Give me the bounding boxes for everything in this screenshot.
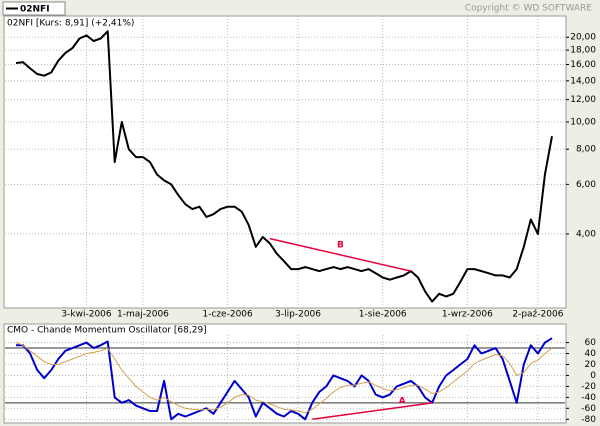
x-tick-label: 1-sie-2006 bbox=[359, 310, 407, 320]
y-tick-label: 0 bbox=[590, 371, 596, 381]
y-tick-label: 8,00 bbox=[576, 145, 596, 155]
y-tick-label: 14,00 bbox=[570, 76, 596, 86]
y-tick-label: 4,00 bbox=[576, 229, 596, 239]
cmo-title: CMO - Chande Momentum Oscillator [68,29] bbox=[7, 326, 207, 336]
y-tick-label: 6,00 bbox=[576, 180, 596, 190]
x-tick-label: 2-paź-2006 bbox=[512, 310, 563, 320]
annotation-label: B bbox=[337, 240, 344, 250]
trend-line bbox=[269, 237, 412, 272]
y-tick-label: 16,00 bbox=[570, 60, 596, 70]
y-tick-label: -20 bbox=[581, 382, 596, 392]
series-line bbox=[15, 30, 553, 303]
y-tick-label: -60 bbox=[581, 404, 596, 414]
annotation-label: A bbox=[399, 397, 406, 407]
price-panel bbox=[3, 15, 567, 309]
y-tick-label: 20 bbox=[585, 360, 597, 370]
y-tick-label: 18,00 bbox=[570, 46, 596, 56]
x-tick-label: 3-lip-2006 bbox=[275, 310, 321, 320]
y-tick-label: 60 bbox=[585, 338, 597, 348]
legend-label: 02NFI bbox=[20, 5, 50, 15]
x-tick-label: 1-wrz-2006 bbox=[442, 310, 493, 320]
trend-line bbox=[312, 402, 433, 421]
series-line bbox=[15, 342, 553, 414]
price-title: 02NFI [Kurs: 8,91] (+2,41%) bbox=[7, 19, 134, 29]
series-line bbox=[16, 337, 553, 421]
y-tick-label: -80 bbox=[581, 415, 596, 425]
y-tick-label: 10,00 bbox=[570, 117, 596, 127]
y-tick-label: 40 bbox=[585, 349, 597, 359]
y-tick-label: -40 bbox=[581, 393, 596, 403]
y-tick-label: 20,00 bbox=[570, 33, 596, 43]
x-tick-label: 1-cze-2006 bbox=[202, 310, 253, 320]
legend-box bbox=[2, 1, 66, 16]
x-tick-label: 1-maj-2006 bbox=[117, 310, 169, 320]
y-tick-label: 12,00 bbox=[570, 95, 596, 105]
cmo-panel bbox=[3, 323, 567, 424]
copyright: Copyright © WD SOFTWARE bbox=[465, 4, 593, 14]
x-tick-label: 3-kwi-2006 bbox=[61, 310, 111, 320]
